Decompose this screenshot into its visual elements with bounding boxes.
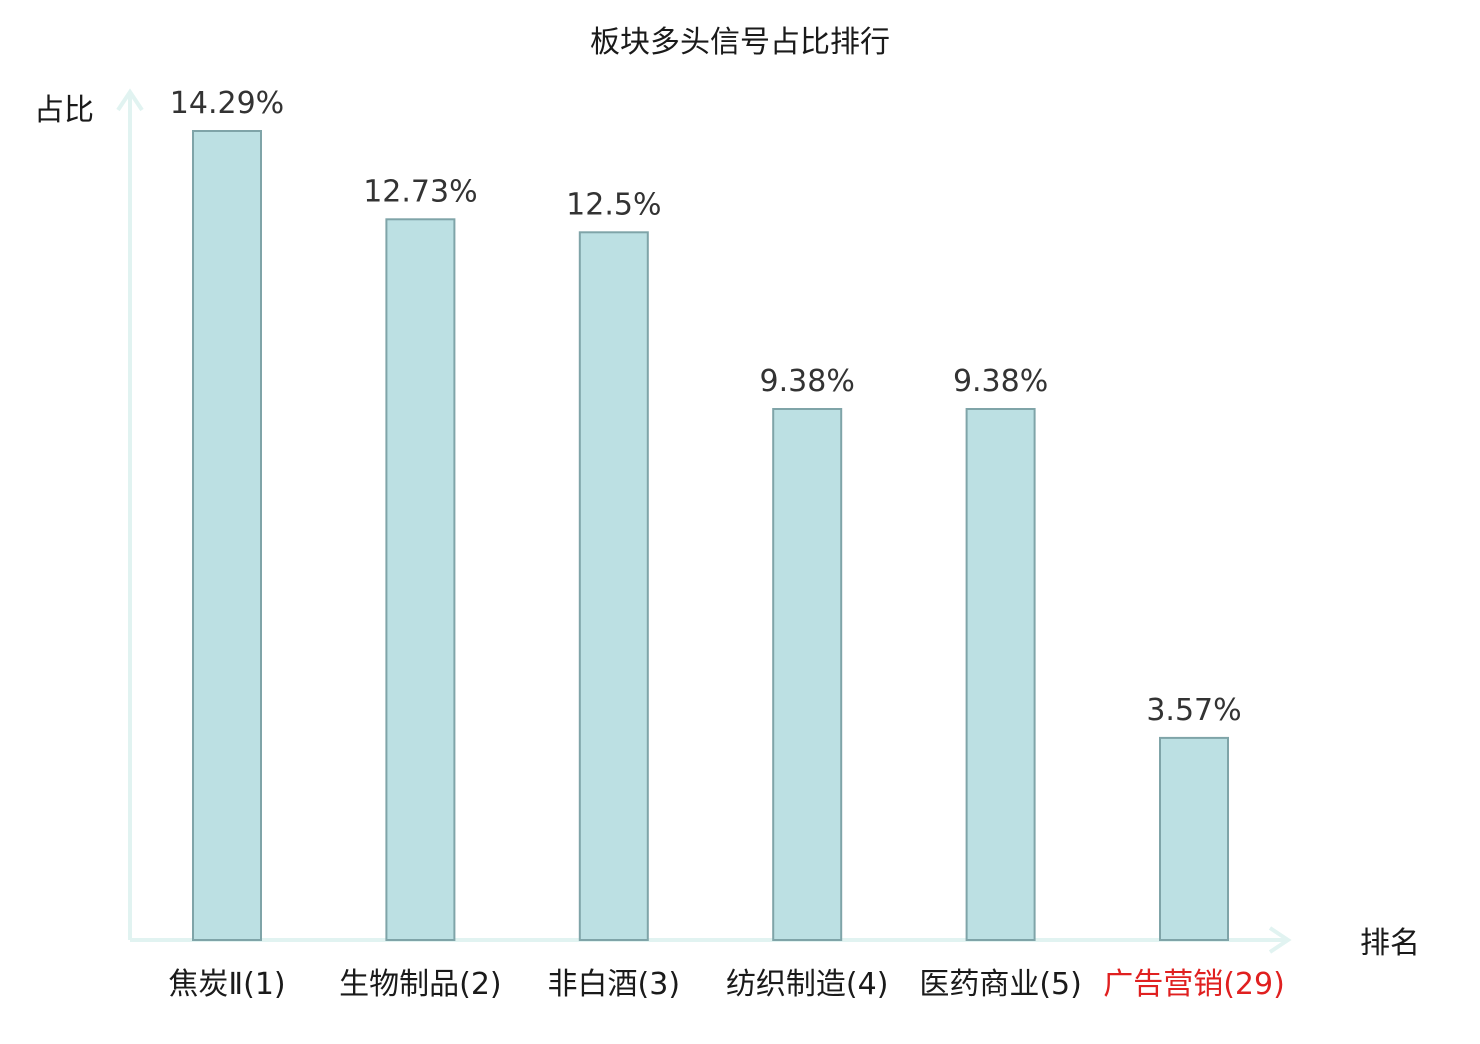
category-label: 广告营销(29) bbox=[1103, 967, 1285, 1002]
bar bbox=[772, 408, 843, 941]
y-axis-arrow bbox=[116, 88, 144, 112]
y-axis-label: 占比 bbox=[34, 93, 94, 128]
category-label: 纺织制造(4) bbox=[726, 967, 889, 1002]
category-label: 焦炭Ⅱ(1) bbox=[168, 967, 285, 1002]
bar bbox=[192, 130, 262, 941]
chart-title: 板块多头信号占比排行 bbox=[590, 25, 890, 60]
bar-value-label: 9.38% bbox=[953, 364, 1048, 399]
bar-value-label: 9.38% bbox=[760, 364, 855, 399]
bar bbox=[1159, 736, 1229, 942]
bar-value-label: 3.57% bbox=[1146, 693, 1241, 728]
category-label: 医药商业(5) bbox=[919, 967, 1082, 1002]
x-axis-label: 排名 bbox=[1360, 926, 1420, 961]
category-labels-group: 焦炭Ⅱ(1) 生物制品(2) 非白酒(3) 纺织制造(4) 医药商业(5) 广告营销(29… bbox=[168, 967, 1284, 1002]
category-label: 生物制品(2) bbox=[339, 967, 502, 1002]
x-axis-arrow bbox=[1268, 926, 1292, 954]
bar-value-label: 12.5% bbox=[566, 187, 661, 222]
bar bbox=[385, 218, 456, 942]
bars-group bbox=[192, 130, 1229, 942]
bar bbox=[578, 231, 649, 942]
bar bbox=[965, 408, 1036, 941]
bar-value-label: 12.73% bbox=[363, 174, 477, 209]
category-label: 非白酒(3) bbox=[548, 967, 681, 1002]
bar-value-label: 14.29% bbox=[170, 86, 284, 121]
value-labels-group: 14.29% 12.73% 12.5% 9.38% 9.38% 3.57% bbox=[170, 86, 1242, 728]
